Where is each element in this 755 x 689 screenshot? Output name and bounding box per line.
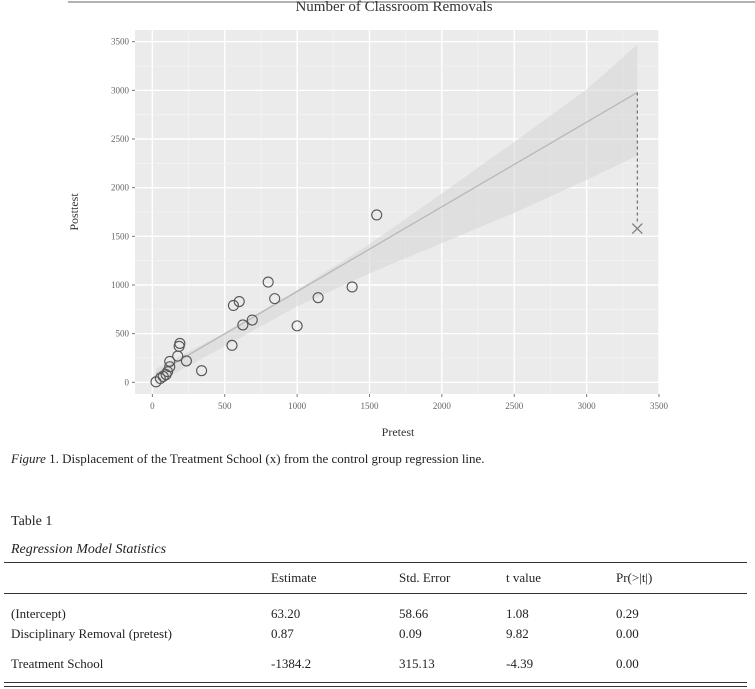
figure-caption-label: Figure — [11, 451, 46, 466]
table-bottom-rule-2 — [4, 686, 747, 687]
y-tick-label: 500 — [116, 329, 130, 339]
header-std-error: Std. Error — [399, 569, 451, 585]
data-point — [227, 299, 239, 311]
cell-estimate: 63.20 — [271, 606, 301, 621]
x-axis-ticks: 0 500 1000 1500 2000 2500 3000 3500 — [150, 394, 669, 411]
data-point — [196, 365, 208, 377]
y-tick-label: 3500 — [111, 37, 130, 47]
data-point — [154, 372, 166, 384]
table-header-rule — [4, 593, 747, 594]
x-tick-label: 3500 — [650, 401, 669, 411]
cell-t-value: -4.39 — [506, 655, 534, 671]
data-point — [226, 339, 238, 351]
table-header-row: Estimate Std. Error t value Pr(>|t|) — [4, 562, 747, 593]
x-tick-label: 2000 — [433, 401, 452, 411]
data-point — [164, 355, 176, 367]
data-point — [233, 295, 245, 308]
x-tick-label: 500 — [218, 401, 232, 411]
cell-p-value: 0.00 — [616, 655, 639, 671]
data-point — [162, 366, 174, 378]
cell-p-value: 0.00 — [616, 626, 639, 641]
cell-std-error: 0.09 — [399, 626, 422, 641]
data-point — [269, 293, 281, 305]
cell-t-value: 9.82 — [506, 626, 529, 641]
header-p-value: Pr(>|t|) — [616, 569, 653, 585]
y-axis-label: Posttest — [67, 193, 81, 231]
data-point — [180, 355, 192, 367]
confidence-band — [155, 44, 638, 384]
regression-table: Estimate Std. Error t value Pr(>|t|) (In… — [4, 562, 747, 681]
figure-caption: Figure 1. Displacement of the Treatment … — [11, 451, 485, 467]
cell-p-value: 0.29 — [616, 606, 639, 621]
header-estimate: Estimate — [271, 569, 317, 585]
row-label: (Intercept) — [11, 606, 66, 621]
y-tick-label: 2500 — [111, 134, 130, 144]
x-tick-label: 0 — [150, 401, 155, 411]
data-point — [312, 292, 324, 304]
x-tick-label: 2500 — [505, 401, 524, 411]
cell-estimate: 0.87 — [271, 626, 294, 641]
treatment-x-stroke — [631, 223, 643, 234]
figure-caption-text: 1. Displacement of the Treatment School … — [45, 451, 485, 466]
data-point — [262, 276, 274, 288]
cell-std-error: 315.13 — [399, 655, 435, 671]
x-tick-label: 3000 — [578, 401, 597, 411]
treatment-school-marker — [631, 223, 643, 234]
y-tick-label: 1500 — [111, 231, 130, 241]
data-point — [246, 314, 258, 326]
y-axis-ticks: 0 500 1000 1500 2000 2500 3000 3500 — [111, 37, 135, 387]
data-point — [346, 281, 358, 293]
regression-line — [155, 91, 638, 375]
table-bottom-rule — [4, 682, 747, 683]
table-row: Disciplinary Removal (pretest) 0.87 0.09… — [4, 622, 747, 646]
data-point — [237, 319, 249, 331]
header-cell-blank — [4, 562, 271, 593]
x-axis-label: Pretest — [382, 425, 415, 439]
y-tick-label: 0 — [125, 377, 130, 387]
table-title: Regression Model Statistics — [11, 542, 167, 557]
data-point — [174, 337, 186, 349]
table-row: (Intercept) 63.20 58.66 1.08 0.29 — [4, 593, 747, 622]
cell-t-value: 1.08 — [506, 606, 529, 621]
x-tick-label: 1500 — [360, 401, 379, 411]
table-number: Table 1 — [11, 514, 53, 529]
table-row: Treatment School -1384.2 315.13 -4.39 0.… — [4, 646, 747, 681]
row-label: Disciplinary Removal (pretest) — [11, 626, 173, 641]
cell-std-error: 58.66 — [399, 606, 429, 621]
data-point — [291, 320, 303, 332]
chart-title: Number of Classroom Removals — [295, 0, 492, 15]
data-points — [150, 209, 383, 388]
table-top-rule — [4, 562, 747, 563]
data-point — [371, 209, 383, 221]
y-tick-label: 3000 — [111, 85, 130, 95]
scatter-plot: 0 500 1000 1500 2000 2500 3000 3500 0 500 1000 150… — [67, 0, 755, 439]
y-tick-label: 1000 — [111, 280, 130, 290]
cell-estimate: -1384.2 — [271, 655, 312, 671]
row-label: Treatment School — [11, 655, 104, 671]
y-tick-label: 2000 — [111, 183, 130, 193]
data-point — [164, 361, 176, 373]
header-t-value: t value — [506, 569, 542, 585]
x-tick-label: 1000 — [288, 401, 307, 411]
